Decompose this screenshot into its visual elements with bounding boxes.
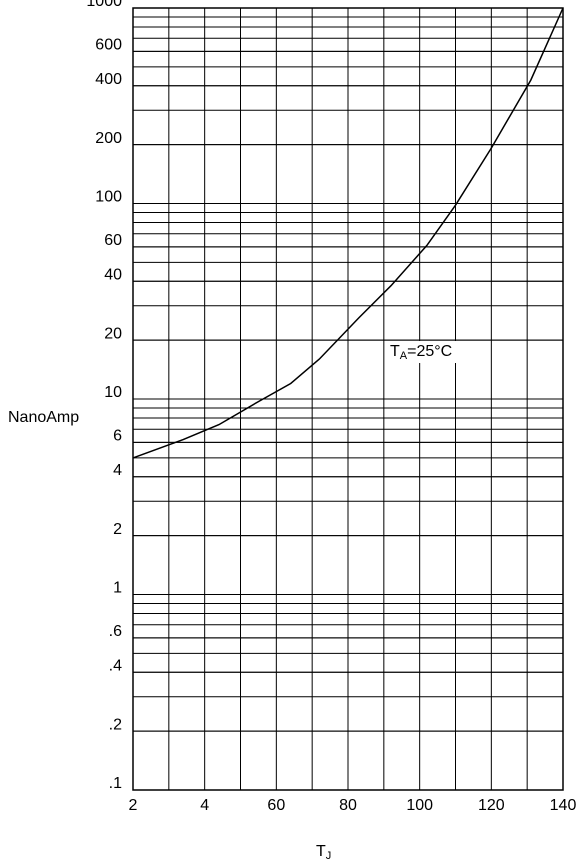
- y-tick-label: 600: [95, 37, 122, 54]
- x-tick-label: 120: [478, 797, 505, 814]
- annotation-subscript: A: [400, 350, 408, 362]
- y-tick-label: .2: [109, 716, 122, 733]
- y-tick-label: .4: [109, 658, 122, 675]
- x-tick-label: 60: [267, 797, 285, 814]
- y-tick-label: 400: [95, 71, 122, 88]
- x-tick-label: 80: [339, 797, 357, 814]
- x-tick-label: 2: [129, 797, 138, 814]
- x-tick-label: 4: [200, 797, 209, 814]
- y-tick-label: 40: [104, 267, 122, 284]
- annotation: TA=25°C: [390, 343, 452, 362]
- x-axis-label: TJ: [316, 843, 331, 862]
- annotation-background: [388, 341, 480, 363]
- y-tick-label: .1: [109, 775, 122, 792]
- y-tick-label: 10: [104, 384, 122, 401]
- y-tick-label: 6: [113, 428, 122, 445]
- y-tick-label: 100: [95, 189, 122, 206]
- annotation-text: =25°C: [407, 343, 452, 360]
- x-axis-label-subscript: J: [326, 850, 332, 862]
- y-tick-label: 20: [104, 325, 122, 342]
- y-tick-label: 200: [95, 130, 122, 147]
- y-tick-label: .6: [109, 623, 122, 640]
- x-tick-label: 100: [406, 797, 433, 814]
- x-axis-label-main: T: [316, 843, 326, 860]
- y-tick-label: 60: [104, 232, 122, 249]
- y-tick-label: 1000: [86, 0, 122, 10]
- y-tick-label: 4: [113, 462, 122, 479]
- y-tick-label: 2: [113, 521, 122, 538]
- y-tick-label: 1: [113, 580, 122, 597]
- x-tick-label: 140: [550, 797, 577, 814]
- annotation-main: T: [390, 343, 400, 360]
- plot-frame: [132, 7, 564, 791]
- curve: [132, 7, 564, 459]
- y-axis-label: NanoAmp: [8, 409, 79, 426]
